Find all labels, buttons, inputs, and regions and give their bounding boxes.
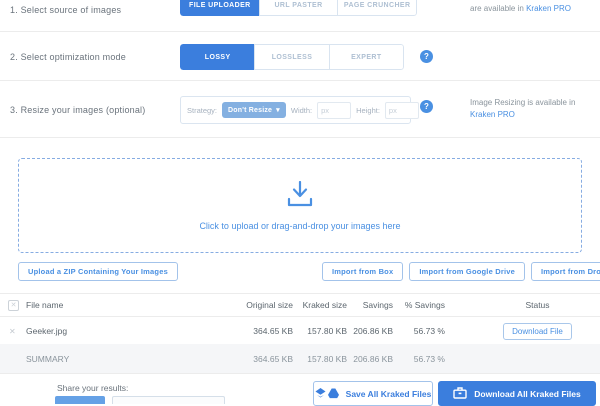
table-row: ✕ Geeker.jpg 364.65 KB 157.80 KB 206.86 … [0,318,600,344]
import-gdrive-button[interactable]: Import from Google Drive [409,262,525,281]
step3-label: 3. Resize your images (optional) [10,105,146,115]
cell-pct-savings: 56.73 % [413,326,445,336]
summary-label: SUMMARY [26,353,70,364]
resize-pro-note: Image Resizing is available in Kraken PR… [470,97,595,121]
tab-lossy[interactable]: LOSSY [180,44,256,70]
strategy-value: Don't Resize [228,106,273,114]
strategy-dropdown[interactable]: Don't Resize ▾ [222,102,286,118]
download-all-kraked-files-button[interactable]: Download All Kraked Files [438,381,596,406]
summary-savings: 206.86 KB [353,353,393,364]
step2-label: 2. Select optimization mode [10,52,126,62]
tab-file-uploader[interactable]: FILE UPLOADER [180,0,260,16]
header-original-size: Original size [246,300,293,310]
header-file-name: File name [26,300,64,310]
clear-all-icon[interactable]: ✕ [8,299,19,311]
upload-dropzone[interactable]: Click to upload or drag-and-drop your im… [18,158,582,253]
header-pct-savings: % Savings [404,300,445,310]
pro-note: are available in Kraken PRO [443,3,598,15]
cell-file-name: Geeker.jpg [26,326,68,336]
download-file-button[interactable]: Download File [503,322,572,340]
cell-savings: 206.86 KB [353,326,393,336]
divider-1 [0,31,600,32]
tab-lossless[interactable]: LOSSLESS [254,44,330,70]
summary-original-size: 364.65 KB [253,353,293,364]
download-arrow-icon [285,180,315,212]
height-field[interactable] [384,101,419,119]
download-all-label: Download All Kraked Files [474,388,581,399]
summary-row: SUMMARY 364.65 KB 157.80 KB 206.86 KB 56… [0,344,600,374]
summary-kraked-size: 157.80 KB [307,353,347,364]
pro-note-text: are available in [470,4,524,13]
cell-original-size: 364.65 KB [253,326,293,336]
cloud-services-icon [315,388,339,399]
optimization-help-icon[interactable]: ? [420,50,433,63]
dropzone-text: Click to upload or drag-and-drop your im… [199,220,401,231]
chevron-down-icon: ▾ [276,107,280,114]
optimization-tabs: LOSSY LOSSLESS EXPERT [180,44,404,70]
table-header-row: ✕ File name Original size Kraked size Sa… [0,293,600,317]
tab-url-paster[interactable]: URL PASTER [258,0,339,16]
share-url-input-partial[interactable] [112,396,225,404]
step1-label: 1. Select source of images [10,5,122,15]
source-tabs: FILE UPLOADER URL PASTER PAGE CRUNCHER [180,0,417,16]
save-all-label: Save All Kraked Files [345,388,432,399]
tab-page-cruncher[interactable]: PAGE CRUNCHER [337,0,417,16]
resize-panel: Strategy: Don't Resize ▾ Width: Height: [180,96,419,124]
import-buttons: Import from Box Import from Google Drive… [322,262,600,281]
resize-pro-note-text: Image Resizing is available in [470,98,576,107]
header-savings: Savings [362,300,393,310]
resize-kraken-pro-link[interactable]: Kraken PRO [470,110,515,119]
divider-3 [0,137,600,138]
save-all-kraked-files-button[interactable]: Save All Kraked Files [313,381,433,406]
upload-zip-button[interactable]: Upload a ZIP Containing Your Images [18,262,178,281]
divider-2 [0,80,600,81]
import-dropbox-button[interactable]: Import from Dropbox [531,262,600,281]
import-box-button[interactable]: Import from Box [322,262,404,281]
header-kraked-size: Kraked size [302,300,347,310]
width-label: Width: [290,105,313,115]
strategy-label: Strategy: [187,105,218,115]
resize-help-icon[interactable]: ? [420,100,433,113]
remove-file-icon[interactable]: ✕ [9,327,16,336]
height-label: Height: [356,105,380,115]
header-status: Status [525,300,550,310]
share-results-label: Share your results: [57,383,129,393]
kraken-pro-link[interactable]: Kraken PRO [526,4,571,13]
summary-pct-savings: 56.73 % [413,353,445,364]
width-field[interactable] [317,101,352,119]
cell-kraked-size: 157.80 KB [307,326,347,336]
share-button-partial[interactable] [55,396,105,404]
tab-expert[interactable]: EXPERT [328,44,404,70]
archive-icon [453,386,467,401]
